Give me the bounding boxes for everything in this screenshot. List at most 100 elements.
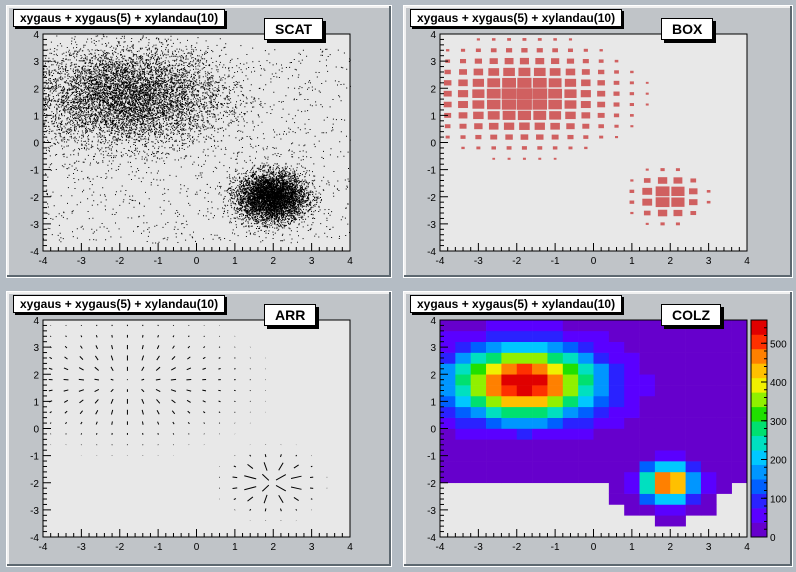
arrow: [64, 345, 68, 349]
color-cell: [486, 406, 502, 418]
color-cell: [731, 471, 748, 484]
arrow: [186, 399, 191, 403]
color-cell: [562, 428, 579, 440]
box-cell: [629, 189, 635, 193]
color-cell: [593, 363, 610, 375]
arrow: [249, 454, 252, 457]
color-cell: [624, 450, 640, 462]
color-cell: [501, 471, 518, 484]
box-cell: [645, 81, 649, 84]
pad-box[interactable]: xygaus + xygaus(5) + xylandau(10) -4 -3 -2…: [403, 5, 793, 278]
z-tick-label: 300: [770, 417, 787, 428]
arrow: [290, 475, 302, 479]
arrow: [78, 378, 85, 381]
color-cell: [532, 428, 548, 440]
color-cell: [516, 330, 533, 342]
box-cell: [461, 146, 465, 150]
color-cell: [440, 428, 456, 440]
color-cell: [685, 395, 702, 408]
color-cell: [608, 395, 625, 408]
color-cell: [562, 385, 579, 397]
box-cell: [581, 69, 590, 75]
box-cell: [473, 111, 484, 120]
color-cell: [700, 330, 717, 342]
box-cell: [690, 211, 697, 216]
pad-arr[interactable]: xygaus + xygaus(5) + xylandau(10) -4 -3 -2…: [6, 291, 392, 567]
box-cell: [645, 222, 649, 225]
color-cell: [685, 493, 702, 505]
box-cell: [522, 38, 527, 41]
arrow: [110, 366, 114, 371]
color-cell: [685, 406, 702, 418]
palette-bin: [751, 363, 767, 379]
color-cell: [547, 341, 564, 353]
color-cell: [578, 352, 594, 364]
color-cell: [501, 395, 518, 408]
pad-colz[interactable]: xygaus + xygaus(5) + xylandau(10) -4 -3 -2…: [403, 291, 793, 567]
color-cell: [593, 417, 610, 429]
box-cell: [457, 90, 469, 98]
box-cell: [675, 168, 680, 172]
box-cell: [565, 111, 576, 120]
color-cell: [455, 428, 471, 440]
box-cell: [567, 134, 574, 140]
color-cell: [547, 385, 564, 397]
color-cell: [716, 471, 732, 484]
color-plot: -4 -3 -2 -1 0 1 2 3 4 -4 -3 -2 -1 0 1 2 3 4 0 100 200 300 400 5…: [427, 316, 787, 553]
palette-bin: [751, 508, 767, 523]
x-tick-label: 2: [667, 256, 673, 267]
color-cell: [578, 330, 594, 342]
arrow: [64, 410, 68, 414]
arrow: [141, 398, 145, 404]
arrow: [156, 355, 160, 361]
box-cell: [516, 99, 532, 110]
color-cell: [562, 341, 579, 353]
color-cell: [639, 417, 656, 429]
box-cell: [489, 58, 498, 65]
arrow: [80, 433, 83, 435]
box-cell: [599, 49, 603, 52]
color-cell: [470, 395, 487, 408]
palette-bin: [751, 522, 767, 538]
color-cell: [440, 352, 456, 364]
color-cell: [593, 320, 610, 332]
arrow: [170, 389, 177, 392]
color-cell: [670, 515, 686, 527]
color-cell: [700, 395, 717, 408]
color-cell: [501, 417, 518, 429]
color-cell: [700, 493, 717, 505]
arrow: [65, 433, 67, 435]
arrow: [249, 508, 252, 511]
color-cell: [440, 461, 456, 473]
color-cell: [624, 471, 640, 484]
color-cell: [516, 341, 533, 353]
color-cell: [639, 330, 656, 342]
color-cell: [624, 330, 640, 342]
color-cell: [593, 341, 610, 353]
color-cell: [654, 482, 671, 494]
color-cell: [654, 515, 671, 527]
color-cell: [685, 330, 702, 342]
box-cell: [655, 186, 670, 197]
color-cell: [593, 374, 610, 386]
box-cell: [519, 57, 529, 65]
color-cell: [731, 320, 748, 332]
arrow: [141, 378, 145, 381]
color-cell: [731, 330, 748, 342]
arrow: [110, 378, 114, 381]
color-cell: [486, 341, 502, 353]
y-tick-label: -3: [427, 506, 436, 517]
color-cell: [516, 471, 533, 484]
x-tick-label: -3: [77, 542, 86, 553]
pad-scat[interactable]: xygaus + xygaus(5) + xylandau(10) -4 -3 -2…: [6, 5, 392, 278]
arrow: [295, 454, 298, 457]
color-cell: [593, 439, 610, 451]
color-cell: [516, 417, 533, 429]
box-cell: [645, 168, 649, 171]
color-cell: [470, 352, 487, 364]
y-tick-label: -2: [30, 479, 39, 490]
color-cell: [593, 406, 610, 418]
box-cell: [490, 134, 498, 140]
color-cell: [532, 450, 548, 462]
color-cell: [685, 428, 702, 440]
